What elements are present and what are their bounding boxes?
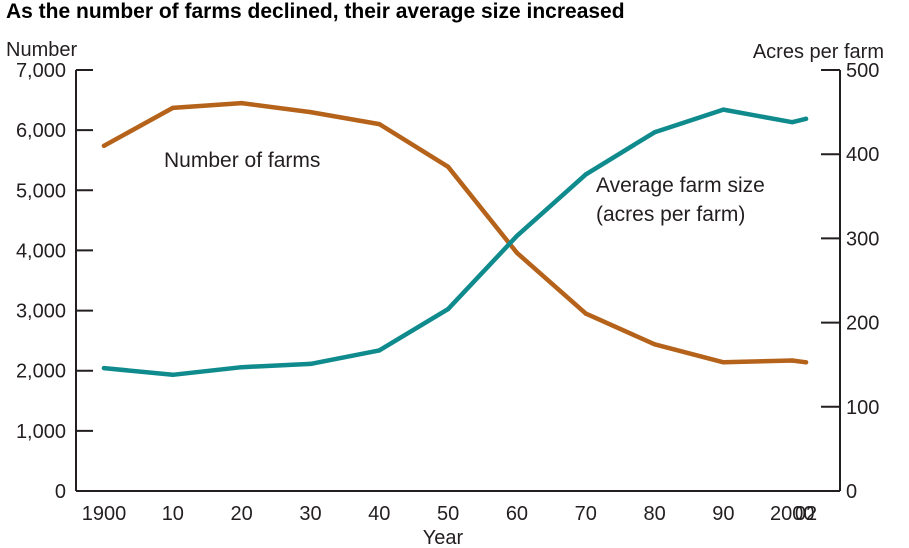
number-of-farms-point — [239, 100, 244, 106]
number-of-farms-point — [721, 360, 726, 365]
average-farm-size-point — [583, 172, 588, 177]
number-of-farms-point — [803, 360, 809, 365]
left-tick-label: 4,000 — [16, 240, 66, 262]
right-tick-label: 100 — [846, 397, 879, 419]
number-of-farms-point — [583, 311, 588, 316]
x-tick-label: 60 — [506, 503, 528, 525]
number-of-farms-point — [377, 121, 382, 127]
chart-title: As the number of farms declined, their a… — [6, 0, 625, 23]
average-farm-size-units-annotation: (acres per farm) — [596, 203, 745, 226]
number-of-farms-point — [170, 105, 176, 111]
average-farm-size-point — [377, 348, 382, 353]
left-tick-label: 0 — [55, 481, 66, 503]
average-farm-size-line — [101, 107, 809, 378]
axes-group — [75, 70, 841, 492]
number-of-farms-point — [652, 342, 657, 347]
right-tick-label: 400 — [846, 144, 879, 166]
ticks-group — [76, 69, 840, 492]
x-tick-label: 1900 — [82, 503, 127, 525]
number-of-farms-line — [101, 100, 809, 365]
right-tick-label: 200 — [846, 313, 879, 335]
average-farm-size-point — [170, 372, 176, 378]
number-of-farms-annotation: Number of farms — [164, 149, 320, 172]
average-farm-size-point — [308, 361, 313, 367]
right-axis-title: Acres per farm — [753, 41, 884, 63]
x-tick-label: 50 — [437, 503, 459, 525]
x-tick-label: 80 — [643, 503, 665, 525]
x-tick-label: 20 — [231, 503, 253, 525]
number-of-farms-point — [101, 143, 107, 148]
x-tick-label: 02 — [795, 503, 817, 525]
right-tick-label: 0 — [846, 481, 857, 503]
series-lines — [101, 100, 809, 378]
x-tick-label: 70 — [575, 503, 597, 525]
x-tick-label: 90 — [712, 503, 734, 525]
number-of-farms-point — [514, 250, 520, 256]
average-farm-size-point — [721, 107, 726, 112]
left-tick-label: 5,000 — [16, 180, 66, 202]
average-farm-size-point — [101, 365, 107, 371]
x-tick-label: 2000 — [770, 503, 815, 525]
x-tick-label: 40 — [368, 503, 390, 525]
left-tick-label: 6,000 — [16, 120, 66, 142]
left-tick-label: 3,000 — [16, 301, 66, 323]
right-tick-label: 300 — [846, 228, 879, 250]
x-tick-label: 30 — [299, 503, 321, 525]
average-farm-size-annotation: Average farm size — [596, 174, 765, 197]
number-of-farms-point — [445, 164, 451, 170]
average-farm-size-point — [652, 130, 657, 135]
left-tick-label: 7,000 — [16, 60, 66, 82]
number-of-farms-point — [790, 358, 795, 363]
average-farm-size-point — [445, 306, 451, 312]
average-farm-size-point — [239, 365, 244, 370]
labels-group: 01,0002,0003,0004,0005,0006,0007,0000100… — [6, 39, 884, 548]
average-farm-size-point — [790, 120, 795, 125]
number-of-farms-point — [308, 109, 313, 115]
right-tick-label: 500 — [846, 60, 879, 82]
average-farm-size-point — [803, 116, 809, 122]
left-axis-title: Number — [6, 39, 77, 61]
left-tick-label: 2,000 — [16, 361, 66, 383]
x-tick-label: 10 — [162, 503, 184, 525]
average-farm-size-point — [514, 233, 520, 239]
x-axis-title: Year — [423, 527, 464, 548]
left-tick-label: 1,000 — [16, 421, 66, 443]
